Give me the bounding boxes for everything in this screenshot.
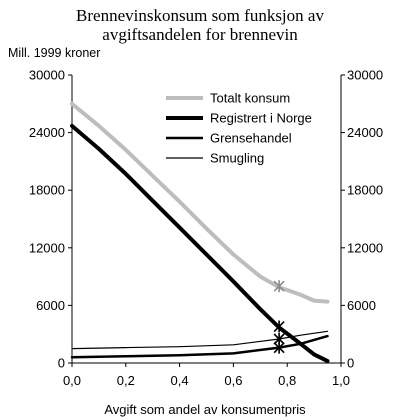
x-tick-label: 1,0 [332,373,350,388]
x-tick-label: 0,0 [63,373,81,388]
axes: 0 6000 12000 18000 24000 30000 0 6000 12000 18000… [29,68,383,389]
y-tick-label-left: 12000 [29,240,65,255]
x-axis-label: Avgift som andel av konsumentpris [104,402,306,417]
x-tick-label: 0,6 [224,373,242,388]
marker-registrert-i-norge [273,320,285,333]
series-line-grensehandel [70,334,329,359]
x-tick-label: 0,8 [278,373,296,388]
marker-totalt-konsum [273,280,285,293]
chart-title-line-2: avgiftsandelen for brennevin [102,25,298,44]
y-axis-label: Mill. 1999 kroner [8,46,101,60]
y-tick-label-left: 0 [58,356,65,371]
y-tick-label-right: 18000 [347,183,383,198]
legend-label: Grensehandel [210,131,292,146]
y-tick-label-left: 30000 [29,68,65,83]
y-tick-label-right: 6000 [347,298,376,313]
marker-grensehandel [273,341,285,354]
x-tick-label: 0,2 [117,373,135,388]
y-tick-label-right: 24000 [347,125,383,140]
series-line-smugling [71,330,329,350]
legend-label: Totalt konsum [210,91,290,106]
series-markers [273,280,285,354]
y-tick-label-right: 0 [347,356,354,371]
y-tick-label-right: 30000 [347,68,383,83]
legend: Totalt konsum Registrert i Norge Grensehan… [166,91,312,166]
series-line-totalt-konsum [70,101,330,304]
y-tick-label-right: 12000 [347,240,383,255]
y-tick-label-left: 24000 [29,125,65,140]
chart-title-line-1: Brennevinskonsum som funksjon av [76,6,324,25]
legend-label: Registrert i Norge [210,111,312,126]
y-tick-label-left: 6000 [36,298,65,313]
x-tick-label: 0,4 [171,373,189,388]
series-lines [70,101,330,364]
series-line-registrert-i-norge [70,123,330,364]
y-tick-label-left: 18000 [29,183,65,198]
legend-label: Smugling [210,151,264,166]
